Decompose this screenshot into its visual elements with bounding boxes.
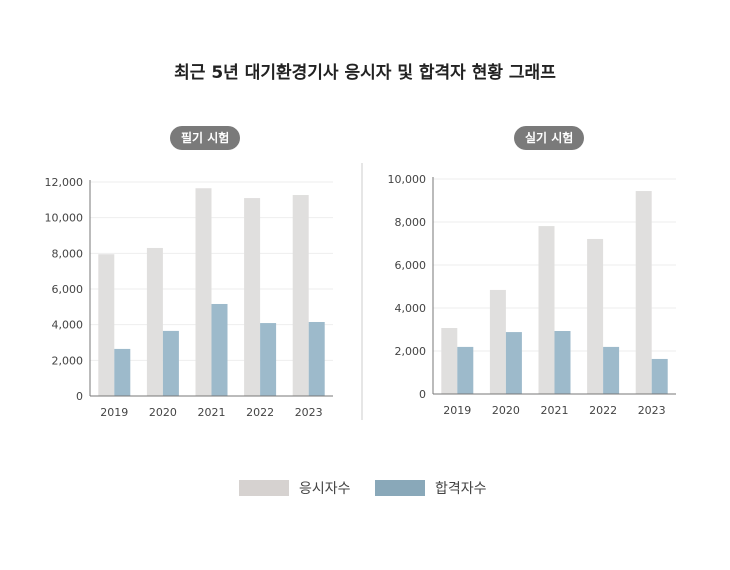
x-tick-label: 2022 (246, 406, 274, 419)
y-tick-label: 12,000 (45, 176, 84, 189)
bar-passers (457, 346, 474, 394)
y-tick-label: 0 (76, 390, 83, 403)
bar-applicants (146, 247, 163, 396)
bar-passers (603, 346, 620, 394)
y-tick-label: 10,000 (388, 173, 427, 186)
bar-applicants (441, 327, 458, 394)
bar-passers (308, 321, 325, 396)
x-tick-label: 2019 (100, 406, 128, 419)
x-tick-label: 2020 (149, 406, 177, 419)
bar-applicants (292, 195, 309, 396)
chart-title-written: 필기 시험 (170, 126, 241, 150)
x-tick-label: 2022 (589, 404, 617, 417)
bar-applicants (98, 254, 115, 396)
y-tick-label: 4,000 (395, 302, 427, 315)
x-tick-label: 2021 (541, 404, 569, 417)
bar-passers (505, 332, 522, 394)
bar-passers (651, 358, 668, 394)
y-tick-label: 6,000 (52, 283, 84, 296)
y-tick-label: 8,000 (52, 247, 84, 260)
chart-title-practical: 실기 시험 (514, 126, 585, 150)
y-tick-label: 10,000 (45, 212, 84, 225)
bar-applicants (489, 289, 506, 394)
legend-swatch-applicants (239, 480, 289, 496)
bar-applicants (587, 238, 604, 394)
x-tick-label: 2023 (638, 404, 666, 417)
y-tick-label: 8,000 (395, 216, 427, 229)
x-tick-label: 2021 (198, 406, 226, 419)
legend-label: 합격자수 (435, 481, 487, 497)
bar-applicants (538, 226, 555, 394)
bar-applicants (244, 198, 261, 396)
legend-swatch-passers (375, 480, 425, 496)
bar-passers (554, 331, 571, 394)
page-title: 최근 5년 대기환경기사 응시자 및 합격자 현황 그래프 (174, 63, 556, 83)
legend-passers: 합격자수 (375, 478, 487, 498)
y-tick-label: 4,000 (52, 319, 84, 332)
legend-label: 응시자수 (299, 481, 351, 497)
x-tick-label: 2019 (443, 404, 471, 417)
bar-applicants (195, 188, 212, 396)
y-tick-label: 2,000 (52, 354, 84, 367)
y-tick-label: 2,000 (395, 345, 427, 358)
bar-passers (114, 348, 131, 396)
legend-applicants: 응시자수 (239, 478, 351, 498)
y-tick-label: 0 (419, 388, 426, 401)
bar-passers (260, 323, 277, 396)
x-tick-label: 2020 (492, 404, 520, 417)
x-tick-label: 2023 (295, 406, 323, 419)
bar-passers (211, 303, 228, 396)
bar-applicants (635, 191, 652, 394)
bar-passers (162, 330, 179, 396)
y-tick-label: 6,000 (395, 259, 427, 272)
